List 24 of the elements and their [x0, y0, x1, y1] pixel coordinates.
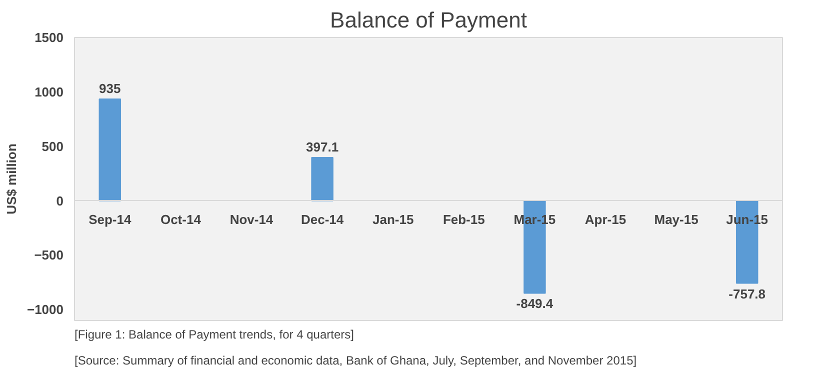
text: [Figure 1: Balance of Payment trends, for 4 quarters]	[74, 328, 354, 342]
y-tick-label: 0	[56, 193, 64, 208]
bar	[98, 98, 122, 202]
x-tick-label: Jan-15	[372, 212, 414, 227]
y-axis-title: US$ million	[4, 144, 19, 214]
y-tick-label: −500	[34, 248, 64, 263]
y-tick-label: −1000	[26, 302, 64, 318]
bar	[311, 157, 334, 202]
data-label: 935	[99, 81, 121, 96]
x-tick-label: Sep-14	[88, 212, 132, 227]
chart-title: Balance of Payment	[330, 8, 527, 32]
data-label: -849.4	[516, 296, 554, 312]
x-tick-label: Oct-14	[160, 212, 202, 227]
y-tick-label: 1000	[34, 84, 64, 100]
y-tick-label: 1500	[34, 30, 64, 45]
x-tick-label: Dec-14	[300, 212, 344, 227]
text: [Source: Summary of financial and economic data, Bank of Ghana, July, September, and November 2015]	[74, 354, 637, 368]
data-label: -757.8	[728, 286, 766, 302]
x-tick-label: Feb-15	[442, 212, 485, 227]
data-label: 397.1	[306, 140, 339, 155]
y-tick-label: 500	[42, 138, 64, 154]
x-tick-label: May-15	[654, 212, 698, 227]
x-tick-label: Nov-14	[230, 212, 274, 227]
x-tick-label: Apr-15	[584, 212, 626, 227]
